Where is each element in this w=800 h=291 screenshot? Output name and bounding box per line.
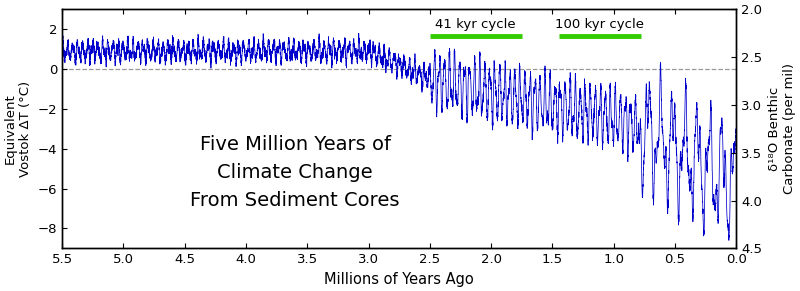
Y-axis label: δ¹⁸O Benthic
Carbonate (per mil): δ¹⁸O Benthic Carbonate (per mil): [768, 63, 796, 194]
X-axis label: Millions of Years Ago: Millions of Years Ago: [324, 272, 474, 287]
Y-axis label: Equivalent
Vostok ΔT (°C): Equivalent Vostok ΔT (°C): [4, 81, 32, 177]
Text: 41 kyr cycle: 41 kyr cycle: [435, 18, 515, 31]
Text: Climate Change: Climate Change: [218, 163, 373, 182]
Text: 100 kyr cycle: 100 kyr cycle: [555, 18, 644, 31]
Text: Five Million Years of: Five Million Years of: [199, 135, 390, 154]
Text: From Sediment Cores: From Sediment Cores: [190, 191, 400, 210]
